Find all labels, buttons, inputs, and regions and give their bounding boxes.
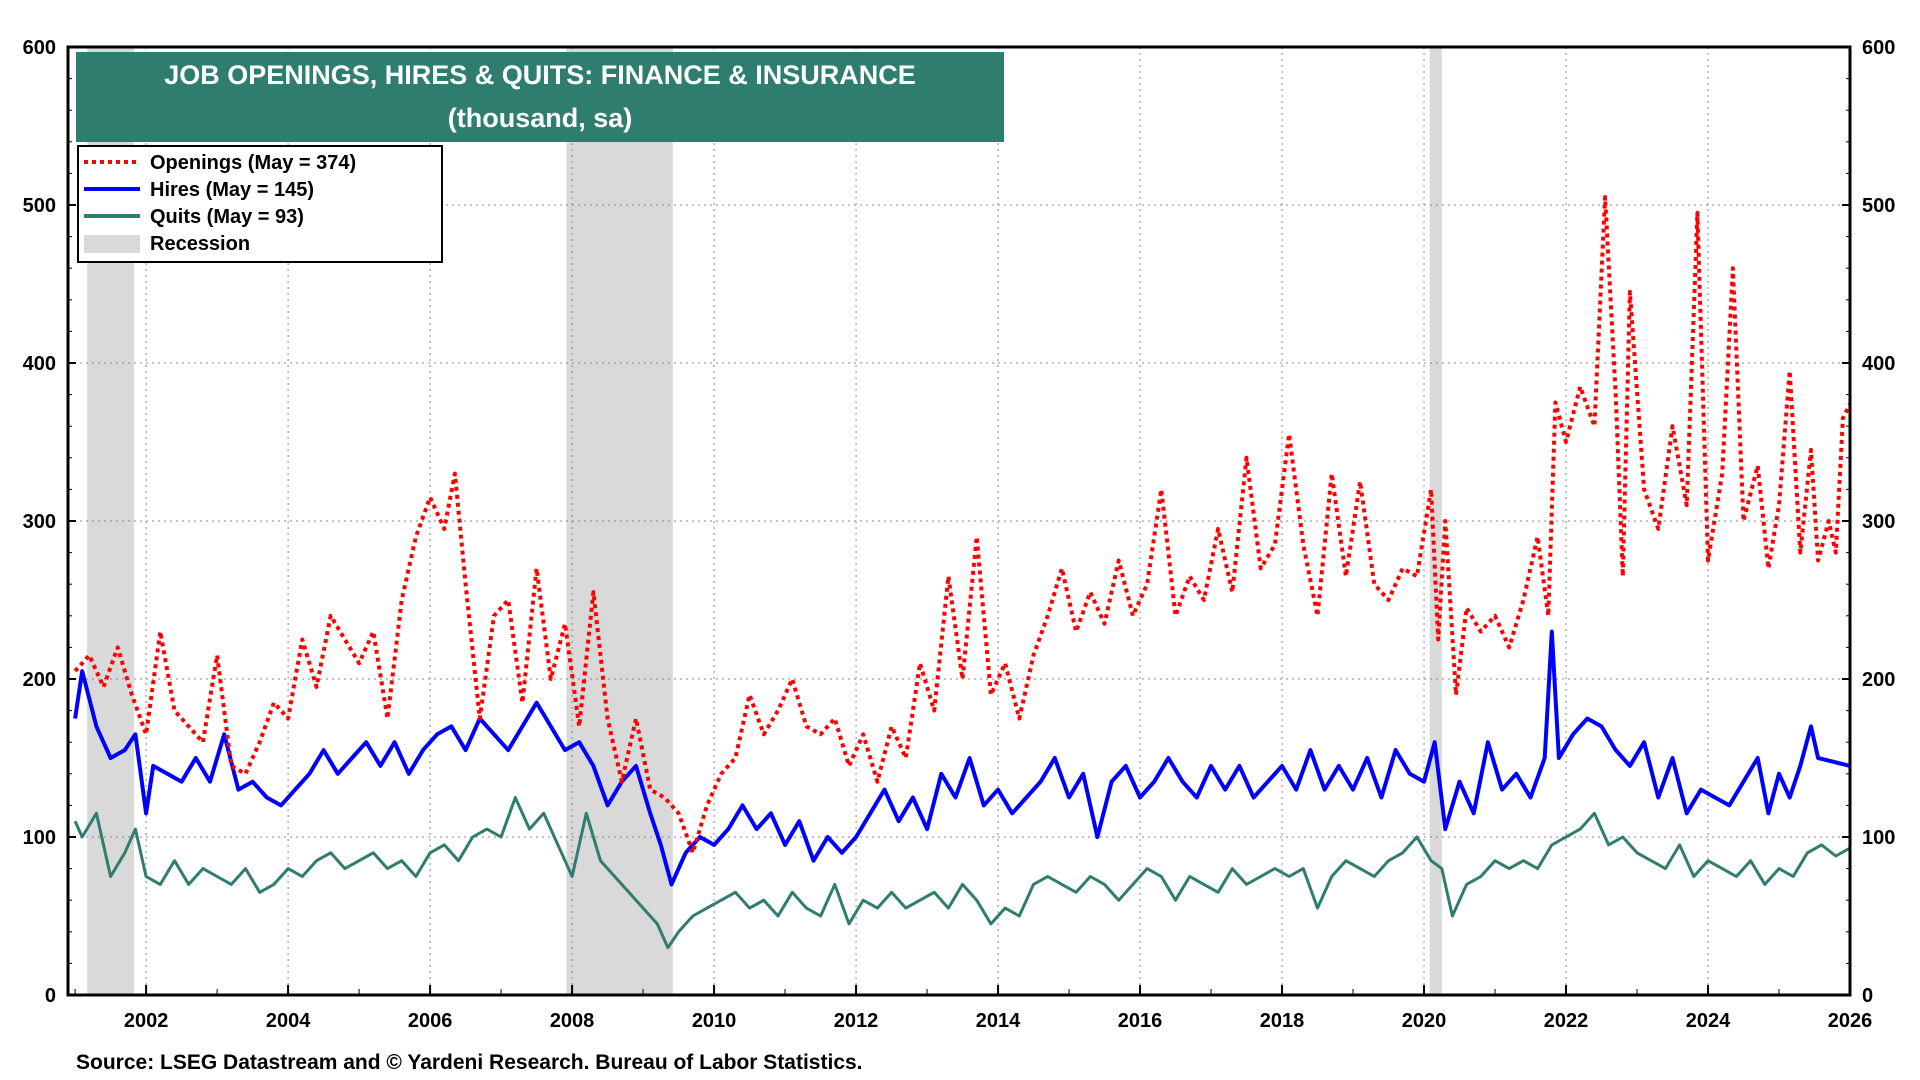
chart-title: JOB OPENINGS, HIRES & QUITS: FINANCE & I…	[164, 60, 916, 90]
x-tick-label: 2026	[1828, 1010, 1873, 1032]
title-background	[76, 52, 1004, 142]
x-tick-label: 2002	[124, 1010, 169, 1032]
legend-label-hires: Hires (May = 145)	[150, 179, 314, 201]
x-tick-label: 2008	[550, 1010, 595, 1032]
x-tick-label: 2014	[976, 1010, 1021, 1032]
x-tick-label: 2016	[1118, 1010, 1163, 1032]
legend-swatch-recession	[84, 235, 140, 253]
y-tick-label-right: 500	[1862, 195, 1895, 217]
legend-label-recession: Recession	[150, 233, 250, 255]
x-tick-label: 2024	[1686, 1010, 1731, 1032]
x-tick-label: 2004	[266, 1010, 311, 1032]
y-tick-label-right: 100	[1862, 827, 1895, 849]
legend: Openings (May = 374) Hires (May = 145) Qui…	[77, 145, 443, 263]
legend-label-openings: Openings (May = 374)	[150, 152, 356, 174]
x-tick-label: 2006	[408, 1010, 453, 1032]
axes: 0 0 100 100 200 200 300 300 400 400 500 500 600 600 20…	[23, 37, 1896, 1032]
grid	[68, 47, 1850, 995]
y-tick-label-left: 600	[23, 37, 56, 59]
recession-band-3	[1429, 47, 1442, 995]
series-line-openings	[73, 195, 1852, 855]
y-tick-label-left: 300	[23, 511, 56, 533]
y-tick-label-left: 100	[23, 827, 56, 849]
x-tick-label: 2010	[692, 1010, 737, 1032]
y-tick-label-left: 0	[45, 985, 56, 1007]
y-tick-label-left: 500	[23, 195, 56, 217]
x-tick-label: 2018	[1260, 1010, 1305, 1032]
y-tick-label-left: 200	[23, 669, 56, 691]
x-tick-label: 2012	[834, 1010, 879, 1032]
y-tick-label-right: 200	[1862, 669, 1895, 691]
y-tick-label-right: 600	[1862, 37, 1895, 59]
title-box: JOB OPENINGS, HIRES & QUITS: FINANCE & I…	[76, 52, 1004, 142]
legend-items: Openings (May = 374) Hires (May = 145) Qui…	[84, 152, 356, 255]
series-lines	[73, 195, 1852, 950]
y-tick-label-left: 400	[23, 353, 56, 375]
series-line-quits	[73, 796, 1851, 950]
chart-subtitle: (thousand, sa)	[448, 103, 633, 133]
y-tick-label-right: 0	[1862, 985, 1873, 1007]
series-line-hires	[73, 629, 1851, 887]
x-tick-label: 2022	[1544, 1010, 1589, 1032]
legend-label-quits: Quits (May = 93)	[150, 206, 304, 228]
x-tick-label: 2020	[1402, 1010, 1447, 1032]
y-tick-label-right: 400	[1862, 353, 1895, 375]
source-note: Source: LSEG Datastream and © Yardeni Re…	[76, 1051, 863, 1074]
y-tick-label-right: 300	[1862, 511, 1895, 533]
